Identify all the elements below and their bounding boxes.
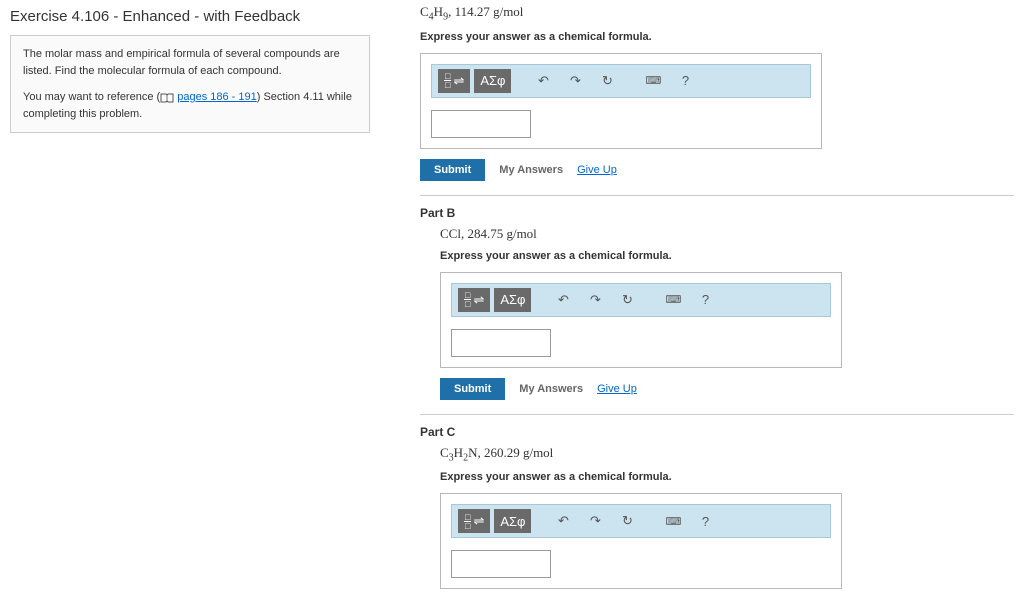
reference-pages-link[interactable]: pages 186 - 191 bbox=[177, 91, 257, 103]
undo-button[interactable]: ↶ bbox=[549, 509, 577, 533]
reset-button[interactable]: ↻ bbox=[613, 288, 641, 312]
divider bbox=[420, 414, 1014, 415]
part-c-toolbar: □□⇌ ΑΣφ ↶ ↷ ↻ ⌨ ? bbox=[451, 504, 831, 538]
part-c-formula: C3H2N, 260.29 g/mol bbox=[440, 445, 1014, 464]
template-button[interactable]: □□⇌ bbox=[458, 509, 490, 533]
part-a-submit-row: Submit My Answers Give Up bbox=[420, 159, 1014, 181]
divider bbox=[420, 195, 1014, 196]
part-b-toolbar: □□⇌ ΑΣφ ↶ ↷ ↻ ⌨ ? bbox=[451, 283, 831, 317]
part-a-formula: C4H9, 114.27 g/mol bbox=[420, 4, 1014, 23]
undo-button[interactable]: ↶ bbox=[529, 69, 557, 93]
help-button[interactable]: ? bbox=[691, 288, 719, 312]
my-answers-link[interactable]: My Answers bbox=[519, 383, 583, 395]
book-icon bbox=[160, 92, 174, 102]
reset-button[interactable]: ↻ bbox=[613, 509, 641, 533]
greek-button[interactable]: ΑΣφ bbox=[494, 509, 531, 533]
part-c-header: Part C bbox=[420, 425, 1014, 439]
undo-button[interactable]: ↶ bbox=[549, 288, 577, 312]
part-b-submit-row: Submit My Answers Give Up bbox=[440, 378, 1014, 400]
greek-button[interactable]: ΑΣφ bbox=[474, 69, 511, 93]
give-up-link[interactable]: Give Up bbox=[577, 164, 617, 176]
description-text-1: The molar mass and empirical formula of … bbox=[23, 46, 357, 79]
greek-button[interactable]: ΑΣφ bbox=[494, 288, 531, 312]
template-button[interactable]: □□⇌ bbox=[438, 69, 470, 93]
template-button[interactable]: □□⇌ bbox=[458, 288, 490, 312]
redo-button[interactable]: ↷ bbox=[581, 288, 609, 312]
part-b-answer-input[interactable] bbox=[451, 329, 551, 357]
part-c-answer-box: □□⇌ ΑΣφ ↶ ↷ ↻ ⌨ ? bbox=[440, 493, 842, 589]
keyboard-button[interactable]: ⌨ bbox=[659, 509, 687, 533]
redo-button[interactable]: ↷ bbox=[581, 509, 609, 533]
redo-button[interactable]: ↷ bbox=[561, 69, 589, 93]
part-a-answer-box: □□⇌ ΑΣφ ↶ ↷ ↻ ⌨ ? bbox=[420, 53, 822, 149]
exercise-title: Exercise 4.106 - Enhanced - with Feedbac… bbox=[10, 8, 380, 25]
problem-description-box: The molar mass and empirical formula of … bbox=[10, 35, 370, 133]
give-up-link[interactable]: Give Up bbox=[597, 383, 637, 395]
submit-button[interactable]: Submit bbox=[440, 378, 505, 400]
part-b-formula: CCl, 284.75 g/mol bbox=[440, 226, 1014, 242]
reset-button[interactable]: ↻ bbox=[593, 69, 621, 93]
part-c-answer-input[interactable] bbox=[451, 550, 551, 578]
my-answers-link[interactable]: My Answers bbox=[499, 164, 563, 176]
part-a-instruction: Express your answer as a chemical formul… bbox=[420, 31, 1014, 43]
help-button[interactable]: ? bbox=[691, 509, 719, 533]
submit-button[interactable]: Submit bbox=[420, 159, 485, 181]
part-a-toolbar: □□⇌ ΑΣφ ↶ ↷ ↻ ⌨ ? bbox=[431, 64, 811, 98]
part-b-header: Part B bbox=[420, 206, 1014, 220]
part-a-answer-input[interactable] bbox=[431, 110, 531, 138]
help-button[interactable]: ? bbox=[671, 69, 699, 93]
part-c-instruction: Express your answer as a chemical formul… bbox=[440, 471, 1014, 483]
keyboard-button[interactable]: ⌨ bbox=[639, 69, 667, 93]
part-b-instruction: Express your answer as a chemical formul… bbox=[440, 250, 1014, 262]
description-text-2: You may want to reference ( pages 186 - … bbox=[23, 89, 357, 122]
part-b-answer-box: □□⇌ ΑΣφ ↶ ↷ ↻ ⌨ ? bbox=[440, 272, 842, 368]
keyboard-button[interactable]: ⌨ bbox=[659, 288, 687, 312]
